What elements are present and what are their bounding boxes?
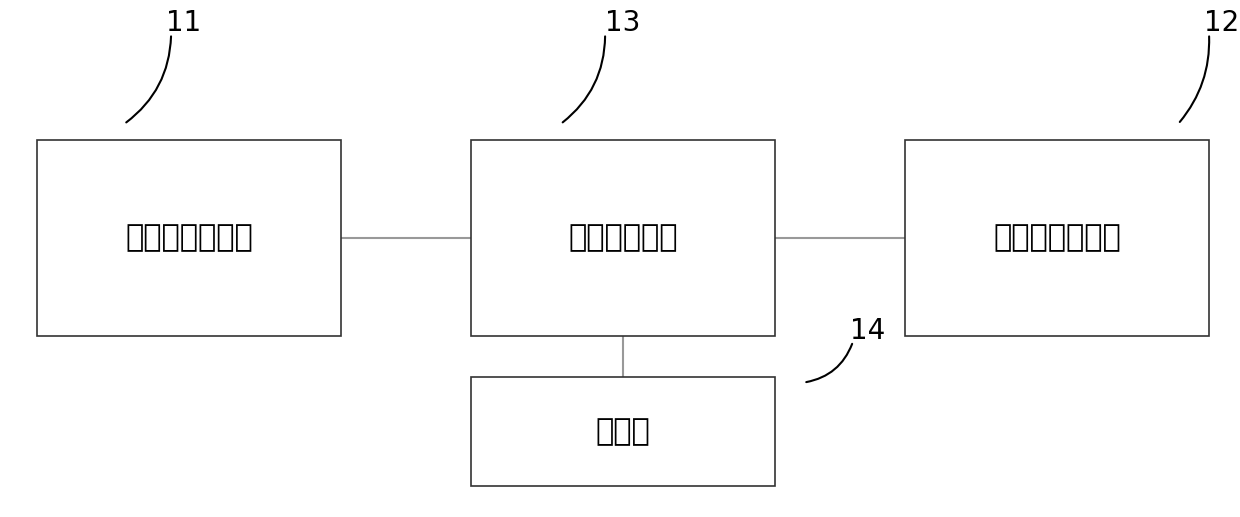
Bar <box>905 140 1209 336</box>
Text: 14: 14 <box>851 317 885 345</box>
Bar <box>471 140 775 336</box>
Text: 11: 11 <box>166 9 201 37</box>
Text: 多路选择开关: 多路选择开关 <box>568 223 678 252</box>
Text: 三相电输入通道: 三相电输入通道 <box>125 223 253 252</box>
Bar <box>37 140 341 336</box>
Text: 12: 12 <box>1204 9 1239 37</box>
Text: 控制器: 控制器 <box>595 417 651 446</box>
Text: 三相电计算通道: 三相电计算通道 <box>993 223 1121 252</box>
Text: 13: 13 <box>605 9 640 37</box>
Bar <box>471 377 775 486</box>
